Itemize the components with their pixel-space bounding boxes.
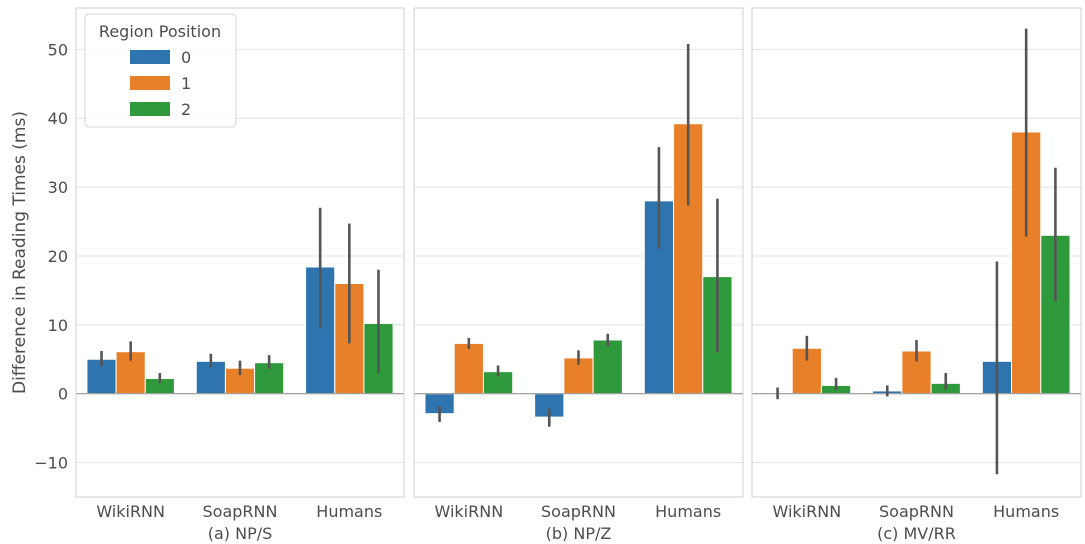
y-tick-label: 10: [48, 316, 68, 335]
bar: [453, 342, 484, 395]
x-tick-label: WikiRNN: [96, 502, 165, 521]
panel-subtitle: (a) NP/S: [208, 524, 273, 543]
legend-swatch: [130, 102, 170, 116]
panel-frame: [75, 7, 405, 498]
legend-swatch: [130, 76, 170, 90]
legend-frame: [84, 13, 237, 128]
bar: [563, 357, 594, 395]
panels: WikiRNN SoapRNN Humans (a) NP/S WikiRNN SoapR…: [75, 7, 1082, 543]
legend-label: 0: [181, 48, 191, 67]
x-tick-label: WikiRNN: [772, 502, 841, 521]
panel-frame: [751, 7, 1082, 498]
panel-subtitle: (b) NP/Z: [546, 524, 612, 543]
legend-swatch: [130, 50, 170, 64]
x-tick-label: SoapRNN: [203, 502, 278, 521]
panel-3: WikiRNN SoapRNN Humans (c) MV/RR: [751, 7, 1082, 543]
y-axis: −10 0 10 20 30 40 50: [34, 40, 68, 472]
x-tick-label: WikiRNN: [434, 502, 503, 521]
x-tick-label: SoapRNN: [541, 502, 616, 521]
x-tick-label: SoapRNN: [879, 502, 954, 521]
x-tick-label: Humans: [316, 502, 382, 521]
y-tick-label: 20: [48, 247, 68, 266]
panel-2: WikiRNN SoapRNN Humans (b) NP/Z: [413, 7, 744, 543]
x-tick-label: Humans: [655, 502, 721, 521]
y-tick-label: 30: [48, 178, 68, 197]
y-tick-label: 0: [58, 385, 68, 404]
y-tick-label: 50: [48, 40, 68, 59]
legend: Region Position 0 1 2: [84, 13, 237, 128]
panel-subtitle: (c) MV/RR: [877, 524, 956, 543]
y-tick-label: −10: [34, 454, 68, 473]
legend-title: Region Position: [99, 22, 221, 41]
y-axis-label: Difference in Reading Times (ms): [10, 111, 30, 394]
legend-label: 1: [181, 74, 191, 93]
x-tick-label: Humans: [993, 502, 1059, 521]
panel-frame: [413, 7, 744, 498]
legend-label: 2: [181, 100, 191, 119]
y-tick-label: 40: [48, 109, 68, 128]
bar: [592, 339, 623, 395]
